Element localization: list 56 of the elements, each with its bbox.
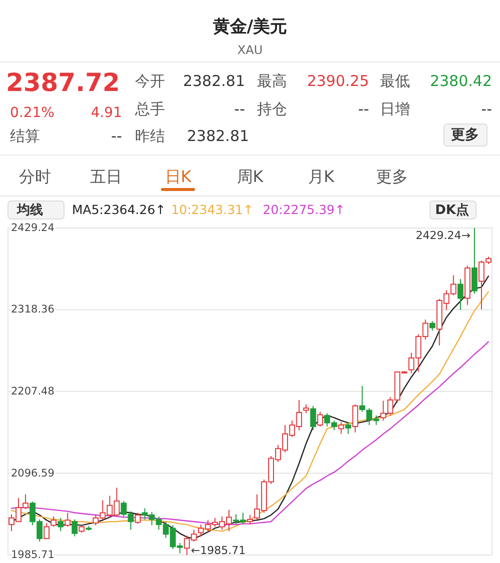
candlestick [64, 512, 71, 528]
candlestick [134, 512, 141, 524]
text: 今开 [135, 72, 165, 90]
text: 日增 [380, 100, 410, 118]
text: -- [111, 127, 122, 145]
y-tick-label: 2318.36 [11, 304, 55, 316]
text: XAU [237, 43, 263, 57]
candlestick [352, 404, 358, 433]
text: 均线 [16, 203, 43, 218]
candlestick [44, 522, 50, 540]
text: 4.91 [90, 105, 122, 121]
text: 分时 [19, 167, 51, 186]
y-tick-label: 1985.71 [11, 549, 54, 561]
annotation: ←1985.71 [190, 544, 246, 557]
candlestick [72, 518, 78, 537]
text: 0.21% [10, 105, 54, 121]
text: 2387.72 [6, 68, 120, 97]
text: 2382.81 [187, 127, 250, 145]
text: -- [358, 100, 369, 118]
text: 更多 [451, 127, 479, 143]
text: 2390.25 [306, 72, 369, 90]
candlestick [50, 516, 57, 528]
candlestick [345, 422, 352, 434]
text: 最低 [380, 72, 410, 90]
text: 月K [308, 167, 335, 186]
candlestick [317, 411, 324, 427]
text: 结算 [10, 127, 40, 145]
candlestick [472, 228, 478, 294]
text: DK点 [435, 202, 469, 218]
candlestick [310, 405, 316, 431]
text: 五日 [90, 167, 122, 186]
text: 黄金/美元 [212, 17, 288, 37]
text: 总手 [134, 100, 165, 118]
text: 最高 [257, 72, 287, 90]
text: 2382.81 [182, 72, 245, 90]
candlestick [247, 514, 253, 526]
text: 更多 [376, 167, 408, 186]
text: 周K [236, 167, 264, 186]
candlestick [58, 517, 64, 532]
text: -- [234, 100, 245, 118]
candlestick [429, 320, 436, 332]
text: 日K [164, 167, 192, 186]
candlestick [457, 278, 464, 311]
text: -- [481, 100, 492, 118]
y-tick-label: 2096.59 [11, 467, 54, 480]
text: 昨结 [135, 127, 165, 145]
candlestick [338, 422, 344, 434]
text: 10:2343.31↑ [171, 202, 254, 217]
text: MA5:2364.26↑ [72, 202, 166, 217]
annotation: 2429.24→ [416, 229, 470, 242]
text: 持仓 [257, 100, 287, 118]
text: 20:2275.39↑ [262, 202, 346, 217]
y-tick-label: 2429.24 [11, 222, 55, 234]
y-tick-label: 2207.48 [11, 385, 54, 398]
text: 2380.42 [430, 72, 492, 90]
candlestick [359, 385, 366, 412]
